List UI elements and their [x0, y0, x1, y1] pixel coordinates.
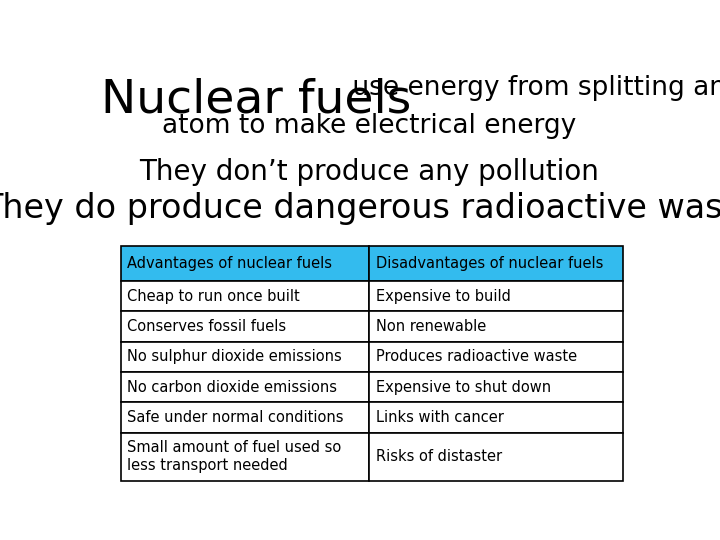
Text: Disadvantages of nuclear fuels: Disadvantages of nuclear fuels — [376, 256, 603, 271]
Text: Small amount of fuel used so
less transport needed: Small amount of fuel used so less transp… — [127, 440, 341, 474]
Text: They don’t produce any pollution: They don’t produce any pollution — [139, 158, 599, 186]
Bar — [121, 281, 369, 312]
Bar — [369, 342, 623, 372]
Bar — [121, 342, 369, 372]
Text: Cheap to run once built: Cheap to run once built — [127, 289, 300, 303]
Text: Risks of distaster: Risks of distaster — [376, 449, 502, 464]
Text: Links with cancer: Links with cancer — [376, 410, 503, 425]
Text: Nuclear fuels: Nuclear fuels — [101, 77, 411, 122]
Text: No carbon dioxide emissions: No carbon dioxide emissions — [127, 380, 338, 395]
Bar — [369, 433, 623, 481]
Text: Expensive to shut down: Expensive to shut down — [376, 380, 551, 395]
Text: use energy from splitting an: use energy from splitting an — [344, 75, 720, 101]
Text: No sulphur dioxide emissions: No sulphur dioxide emissions — [127, 349, 342, 364]
Bar — [121, 402, 369, 433]
Text: Advantages of nuclear fuels: Advantages of nuclear fuels — [127, 256, 333, 271]
Bar — [121, 246, 369, 281]
Text: Produces radioactive waste: Produces radioactive waste — [376, 349, 577, 364]
Text: atom to make electrical energy: atom to make electrical energy — [162, 113, 576, 139]
Bar — [369, 246, 623, 281]
Bar — [121, 433, 369, 481]
Text: Non renewable: Non renewable — [376, 319, 486, 334]
Text: They do produce dangerous radioactive waste: They do produce dangerous radioactive wa… — [0, 192, 720, 225]
Bar — [121, 372, 369, 402]
Bar — [121, 312, 369, 342]
Text: Conserves fossil fuels: Conserves fossil fuels — [127, 319, 287, 334]
Bar — [369, 402, 623, 433]
Text: Safe under normal conditions: Safe under normal conditions — [127, 410, 344, 425]
Text: Expensive to build: Expensive to build — [376, 289, 510, 303]
Bar — [369, 372, 623, 402]
Bar — [369, 281, 623, 312]
Bar — [369, 312, 623, 342]
